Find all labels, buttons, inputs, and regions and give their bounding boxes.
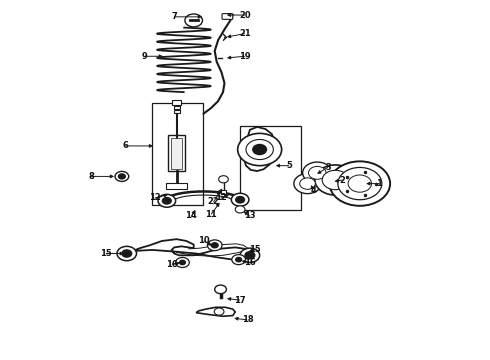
Circle shape [246, 139, 273, 159]
Circle shape [219, 176, 228, 183]
FancyBboxPatch shape [222, 14, 233, 19]
Circle shape [215, 285, 226, 294]
Text: 3: 3 [325, 163, 331, 172]
Circle shape [238, 134, 282, 166]
Text: 5: 5 [286, 161, 292, 170]
Text: 7: 7 [172, 12, 177, 21]
Circle shape [338, 167, 382, 200]
Text: 6: 6 [122, 141, 128, 150]
Circle shape [214, 308, 224, 315]
Circle shape [322, 170, 348, 190]
Circle shape [315, 165, 356, 195]
Text: 13: 13 [244, 211, 256, 220]
Bar [166, 183, 187, 189]
Text: 16: 16 [244, 258, 256, 267]
Text: 4: 4 [311, 186, 317, 195]
Text: 2: 2 [340, 176, 345, 185]
Text: 10: 10 [197, 237, 209, 246]
Circle shape [122, 250, 132, 257]
Text: 9: 9 [142, 52, 147, 61]
Text: 1: 1 [376, 179, 382, 188]
Text: 22: 22 [207, 197, 219, 206]
Text: 11: 11 [205, 210, 217, 219]
Text: 12: 12 [215, 193, 226, 202]
Bar [173, 106, 179, 109]
Bar [171, 138, 182, 169]
Circle shape [231, 193, 249, 206]
Circle shape [119, 174, 125, 179]
Bar [173, 110, 179, 113]
Circle shape [232, 255, 245, 265]
Bar [168, 135, 185, 171]
Circle shape [253, 144, 267, 154]
Text: 21: 21 [239, 29, 251, 38]
Circle shape [179, 260, 185, 265]
Circle shape [303, 162, 332, 184]
Text: 15: 15 [249, 246, 261, 255]
Circle shape [294, 174, 321, 194]
Circle shape [236, 197, 245, 203]
Circle shape [158, 194, 175, 207]
Circle shape [207, 240, 222, 251]
Circle shape [211, 243, 218, 248]
Circle shape [245, 252, 255, 259]
Circle shape [300, 178, 316, 189]
Text: 17: 17 [234, 296, 246, 305]
Text: 14: 14 [185, 211, 197, 220]
Bar [172, 100, 181, 105]
Text: 15: 15 [100, 249, 112, 258]
Bar [152, 103, 203, 205]
Text: 20: 20 [239, 10, 251, 19]
Circle shape [240, 248, 260, 262]
Circle shape [330, 161, 390, 206]
Circle shape [115, 171, 129, 181]
Circle shape [309, 166, 326, 179]
Circle shape [162, 198, 171, 204]
Circle shape [348, 175, 371, 192]
Text: 12: 12 [149, 193, 161, 202]
Text: 19: 19 [239, 52, 251, 61]
Circle shape [175, 257, 189, 267]
Circle shape [235, 206, 245, 213]
Text: 8: 8 [88, 172, 94, 181]
Bar [220, 190, 226, 194]
Circle shape [185, 14, 202, 27]
Text: 18: 18 [242, 315, 253, 324]
Circle shape [236, 257, 242, 262]
Text: 16: 16 [166, 260, 177, 269]
Bar [240, 126, 301, 211]
Circle shape [117, 246, 137, 261]
